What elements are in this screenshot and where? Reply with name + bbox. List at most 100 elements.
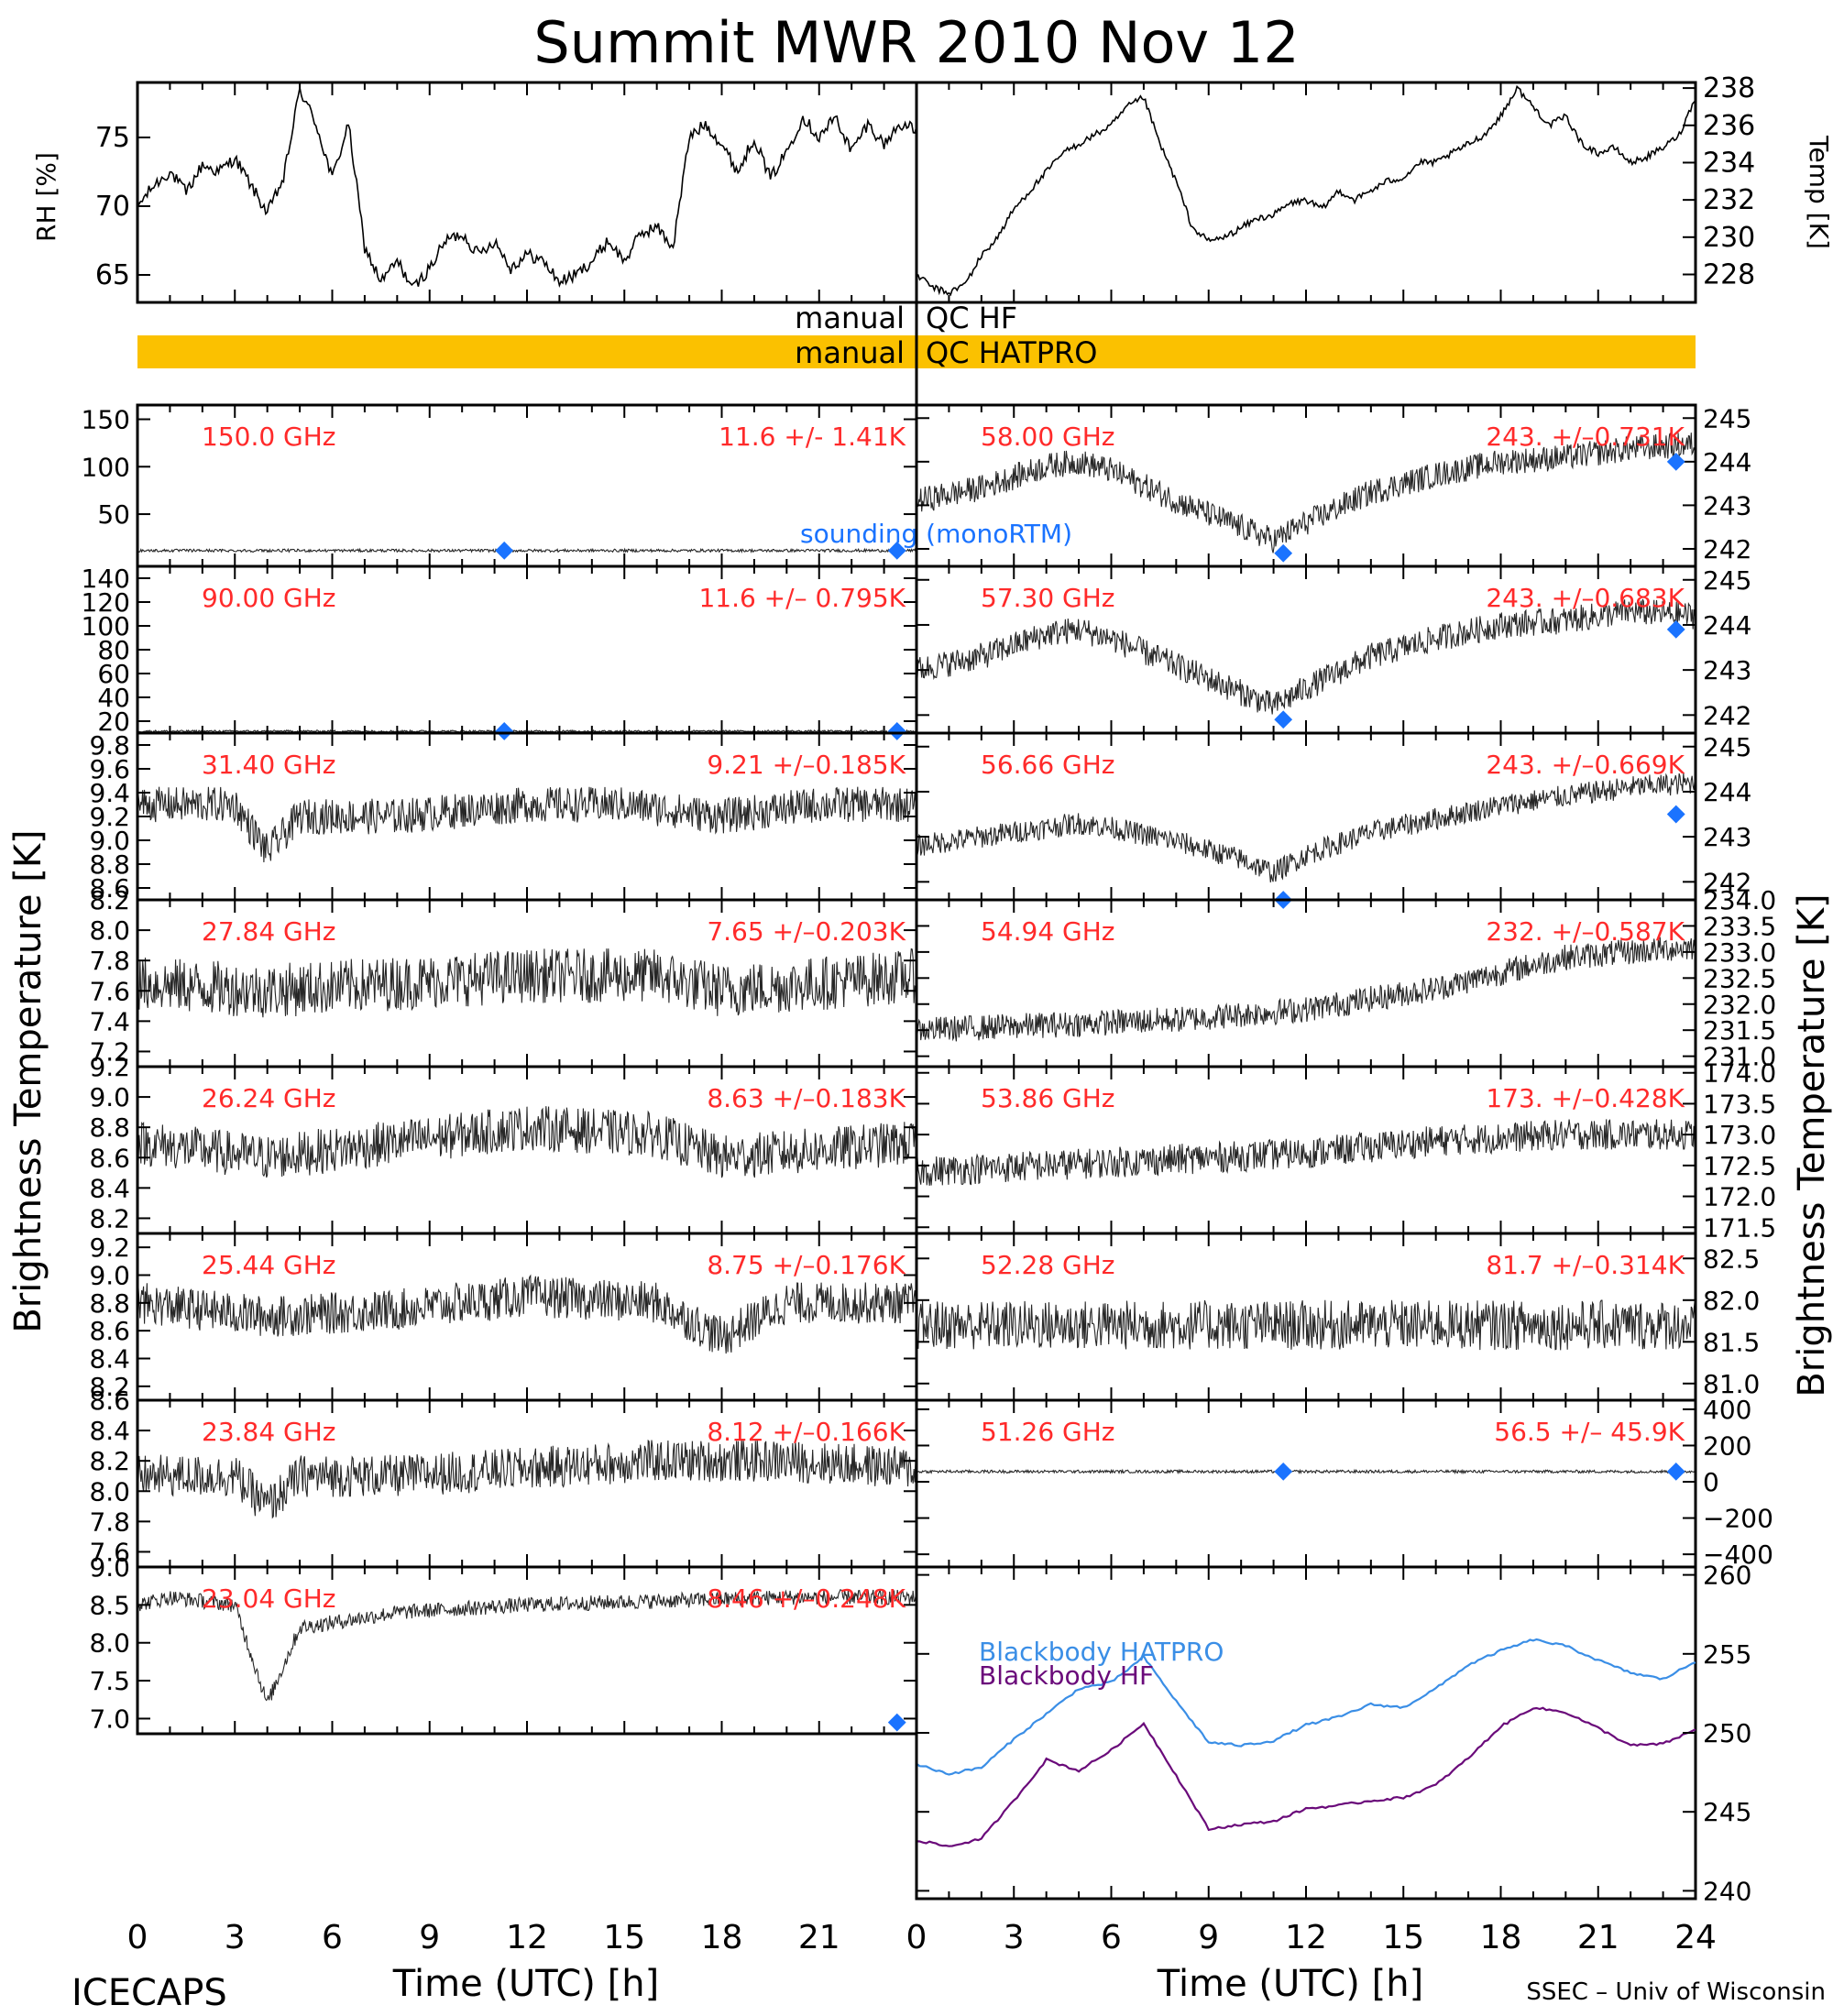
series-trace-25.44 xyxy=(137,1274,917,1354)
y-tick-label: 8.0 xyxy=(89,915,130,946)
x-tick-label-left: 9 xyxy=(419,1919,440,1956)
y-tick-label: 8.0 xyxy=(89,1628,130,1659)
x-tick-label-right: 3 xyxy=(1004,1919,1025,1956)
channel-freq-label: 150.0 GHz xyxy=(202,422,336,452)
page-title: Summit MWR 2010 Nov 12 xyxy=(533,9,1299,76)
y-tick-label: 9.0 xyxy=(89,1552,130,1583)
y-tick-label: 255 xyxy=(1703,1639,1751,1670)
series-trace-56.66 xyxy=(916,772,1696,883)
channel-freq-label: 27.84 GHz xyxy=(202,916,336,947)
channel-freq-label: 56.66 GHz xyxy=(981,750,1115,780)
y-axis-label-brightness-left: Brightness Temperature [K] xyxy=(7,829,49,1332)
y-tick-label: 8.2 xyxy=(89,885,130,915)
x-axis-label-left: Time (UTC) [h] xyxy=(392,1963,659,2005)
y-tick-label: 242 xyxy=(1703,700,1751,730)
channel-stat-label: 11.6 +/– 0.795K xyxy=(698,583,906,613)
y-tick-label: 174.0 xyxy=(1703,1058,1776,1089)
y-tick-label: 7.6 xyxy=(89,1537,130,1567)
y-tick-label: 200 xyxy=(1703,1430,1751,1461)
series-trace-57.30 xyxy=(916,598,1696,715)
y-tick-label: −400 xyxy=(1703,1539,1773,1570)
sounding-marker xyxy=(1274,1462,1293,1481)
series-trace-26.24 xyxy=(137,1106,917,1178)
y-tick-label: 8.6 xyxy=(89,873,130,904)
y-tick-label: 173.0 xyxy=(1703,1120,1776,1150)
y-tick-label: 7.5 xyxy=(89,1666,130,1696)
sounding-marker xyxy=(495,722,514,740)
y-tick-label: 243 xyxy=(1703,655,1751,685)
y-tick-label: 75 xyxy=(95,122,130,154)
x-tick-label-left: 18 xyxy=(701,1919,743,1956)
x-tick-label-right: 21 xyxy=(1577,1919,1619,1956)
y-tick-label: 245 xyxy=(1703,565,1751,596)
y-tick-label: 0 xyxy=(1703,1467,1719,1497)
y-tick-label: 8.6 xyxy=(89,1316,130,1346)
channel-stat-label: 243. +/–0.731K xyxy=(1486,422,1685,452)
y-tick-label: 8.0 xyxy=(89,1476,130,1507)
sounding-marker xyxy=(1666,452,1685,471)
y-tick-label: 8.8 xyxy=(89,849,130,880)
sounding-marker xyxy=(887,1713,906,1732)
blackbody-series-line xyxy=(916,1638,1696,1776)
y-tick-label: 232.0 xyxy=(1703,990,1776,1020)
sounding-marker xyxy=(1666,1462,1685,1481)
y-tick-label: 233.0 xyxy=(1703,937,1776,968)
channel-freq-label: 51.26 GHz xyxy=(981,1417,1115,1447)
y-tick-label: 172.5 xyxy=(1703,1151,1776,1181)
y-tick-label: 120 xyxy=(82,587,130,618)
x-tick-label-left: 0 xyxy=(127,1919,148,1956)
y-tick-label: −200 xyxy=(1703,1504,1773,1534)
channel-stat-label: 8.46 +/–0.248K xyxy=(707,1583,906,1614)
y-tick-label: 8.6 xyxy=(89,1386,130,1416)
y-tick-label: 9.8 xyxy=(89,730,130,761)
y-tick-label: 245 xyxy=(1703,1797,1751,1827)
series-trace-58.00 xyxy=(916,432,1696,553)
y-tick-label: 81.5 xyxy=(1703,1327,1760,1357)
qc-hf-right-label: QC HF xyxy=(926,301,1017,335)
channel-freq-label: 31.40 GHz xyxy=(202,750,336,780)
blackbody-legend-label: Blackbody HATPRO xyxy=(979,1637,1224,1667)
x-tick-label-left: 15 xyxy=(603,1919,645,1956)
y-tick-label: 8.2 xyxy=(89,1203,130,1233)
y-tick-label: 7.4 xyxy=(89,1006,130,1036)
x-tick-label-right: 24 xyxy=(1674,1919,1717,1956)
y-tick-label: 234.0 xyxy=(1703,885,1776,915)
x-tick-label-left: 6 xyxy=(322,1919,343,1956)
y-tick-label: 82.5 xyxy=(1703,1244,1760,1274)
y-tick-label: 245 xyxy=(1703,732,1751,762)
series-trace-27.84 xyxy=(137,948,917,1018)
channel-freq-label: 26.24 GHz xyxy=(202,1083,336,1113)
y-tick-label: 173.5 xyxy=(1703,1089,1776,1119)
y-tick-label: 9.4 xyxy=(89,778,130,808)
y-tick-label: 242 xyxy=(1703,534,1751,564)
y-tick-label: 245 xyxy=(1703,403,1751,433)
series-trace-54.94 xyxy=(916,937,1696,1043)
x-tick-label-right: 12 xyxy=(1285,1919,1327,1956)
x-tick-label-left: 21 xyxy=(798,1919,840,1956)
channel-stat-label: 7.65 +/–0.203K xyxy=(707,916,906,947)
sounding-marker xyxy=(1274,543,1293,563)
x-axis-label-right: Time (UTC) [h] xyxy=(1157,1963,1423,2005)
y-tick-label: 234 xyxy=(1703,147,1755,179)
channel-stat-label: 9.21 +/–0.185K xyxy=(707,750,906,780)
y-tick-label: 244 xyxy=(1703,777,1751,807)
y-tick-label: 9.2 xyxy=(89,802,130,832)
y-tick-label: 243 xyxy=(1703,490,1751,520)
y-tick-label: 232.5 xyxy=(1703,963,1776,993)
y-axis-label-rh: RH [%] xyxy=(31,152,61,242)
y-tick-label: 9.2 xyxy=(89,1052,130,1082)
blackbody-series-line xyxy=(916,1706,1696,1847)
temp-frame xyxy=(915,81,1697,304)
y-axis-label-temp: Temp [K] xyxy=(1804,135,1833,249)
channel-stat-label: 8.12 +/–0.166K xyxy=(707,1417,906,1447)
blackbody-legend-label: Blackbody HF xyxy=(979,1660,1154,1691)
y-tick-label: 9.0 xyxy=(89,1261,130,1291)
y-axis-label-brightness-right: Brightness Temperature [K] xyxy=(1791,893,1833,1397)
channel-stat-label: 243. +/–0.683K xyxy=(1486,583,1685,613)
x-tick-label-left: 3 xyxy=(225,1919,246,1956)
y-tick-label: 8.4 xyxy=(89,1416,130,1446)
qc-hatpro-left-label: manual xyxy=(795,335,905,370)
y-tick-label: 8.5 xyxy=(89,1590,130,1620)
y-tick-label: 231.5 xyxy=(1703,1015,1776,1046)
